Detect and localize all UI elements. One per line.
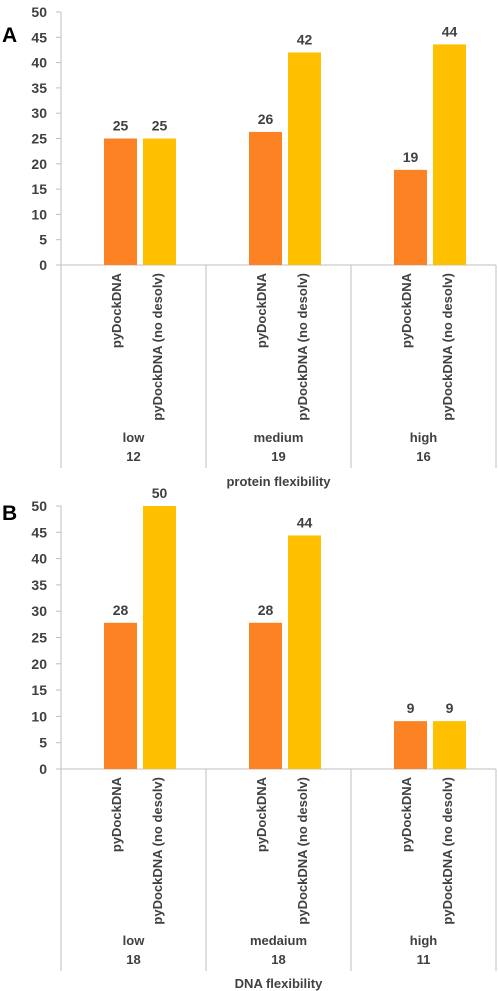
y-tick-label: 0 bbox=[39, 257, 47, 273]
group-count: 11 bbox=[417, 952, 431, 967]
data-label: 44 bbox=[297, 514, 313, 530]
y-tick-label: 30 bbox=[31, 105, 47, 121]
bar-category-label: pyDockDNA bbox=[109, 776, 124, 852]
group-name: medaium bbox=[250, 933, 307, 948]
data-label: 42 bbox=[297, 31, 313, 47]
y-tick-label: 50 bbox=[31, 498, 47, 514]
y-tick-label: 10 bbox=[31, 708, 47, 724]
group-count: 16 bbox=[416, 449, 430, 464]
data-label: 25 bbox=[152, 118, 168, 134]
data-label: 26 bbox=[258, 111, 274, 127]
y-tick-label: 25 bbox=[31, 131, 47, 147]
panel-label: A bbox=[2, 24, 17, 47]
bar bbox=[143, 138, 176, 265]
y-tick-label: 30 bbox=[31, 603, 47, 619]
y-tick-label: 20 bbox=[31, 656, 47, 672]
bar bbox=[249, 622, 282, 769]
bar bbox=[394, 169, 427, 265]
y-tick-label: 40 bbox=[31, 551, 47, 567]
bar bbox=[288, 52, 321, 266]
x-axis-title: protein flexibility bbox=[226, 474, 331, 489]
group-name: low bbox=[123, 430, 146, 445]
y-tick-label: 5 bbox=[39, 735, 47, 751]
group-count: 18 bbox=[271, 952, 285, 967]
y-tick-label: 20 bbox=[31, 156, 47, 172]
data-label: 44 bbox=[442, 23, 458, 39]
data-label: 9 bbox=[407, 700, 415, 716]
panel-label: B bbox=[2, 502, 17, 525]
data-label: 19 bbox=[403, 149, 419, 165]
y-tick-label: 35 bbox=[31, 80, 47, 96]
bar-category-label: pyDockDNA (no desolv) bbox=[295, 777, 310, 925]
bar-category-label: pyDockDNA bbox=[109, 272, 124, 348]
group-count: 19 bbox=[271, 449, 285, 464]
bar bbox=[433, 721, 466, 769]
y-tick-label: 45 bbox=[31, 524, 47, 540]
bar bbox=[143, 506, 176, 769]
bar-category-label: pyDockDNA (no desolv) bbox=[440, 777, 455, 925]
bar-category-label: pyDockDNA bbox=[399, 776, 414, 852]
y-tick-label: 25 bbox=[31, 630, 47, 646]
bar-category-label: pyDockDNA bbox=[254, 776, 269, 852]
y-tick-label: 5 bbox=[39, 232, 47, 248]
group-count: 18 bbox=[126, 952, 140, 967]
bar-category-label: pyDockDNA (no desolv) bbox=[150, 273, 165, 421]
y-tick-label: 15 bbox=[31, 181, 47, 197]
data-label: 50 bbox=[152, 485, 168, 501]
bar-category-label: pyDockDNA bbox=[399, 272, 414, 348]
y-tick-label: 15 bbox=[31, 682, 47, 698]
bar bbox=[433, 44, 466, 265]
group-name: high bbox=[410, 430, 437, 445]
data-label: 28 bbox=[258, 602, 274, 618]
data-label: 25 bbox=[113, 118, 129, 134]
data-label: 9 bbox=[446, 700, 454, 716]
data-label: 28 bbox=[113, 602, 129, 618]
bar bbox=[104, 138, 137, 265]
y-tick-label: 50 bbox=[31, 4, 47, 20]
bar-category-label: pyDockDNA (no desolv) bbox=[150, 777, 165, 925]
group-name: high bbox=[410, 933, 437, 948]
group-count: 12 bbox=[126, 449, 140, 464]
y-tick-label: 35 bbox=[31, 577, 47, 593]
bar bbox=[249, 131, 282, 265]
y-tick-label: 0 bbox=[39, 761, 47, 777]
y-tick-label: 10 bbox=[31, 206, 47, 222]
bar bbox=[104, 622, 137, 769]
bar-category-label: pyDockDNA bbox=[254, 272, 269, 348]
bar-category-label: pyDockDNA (no desolv) bbox=[440, 273, 455, 421]
bar-category-label: pyDockDNA (no desolv) bbox=[295, 273, 310, 421]
y-tick-label: 40 bbox=[31, 55, 47, 71]
bar bbox=[394, 721, 427, 769]
x-axis-title: DNA flexibility bbox=[235, 976, 323, 991]
group-name: low bbox=[123, 933, 146, 948]
group-name: medium bbox=[254, 430, 304, 445]
bar bbox=[288, 535, 321, 769]
y-tick-label: 45 bbox=[31, 29, 47, 45]
